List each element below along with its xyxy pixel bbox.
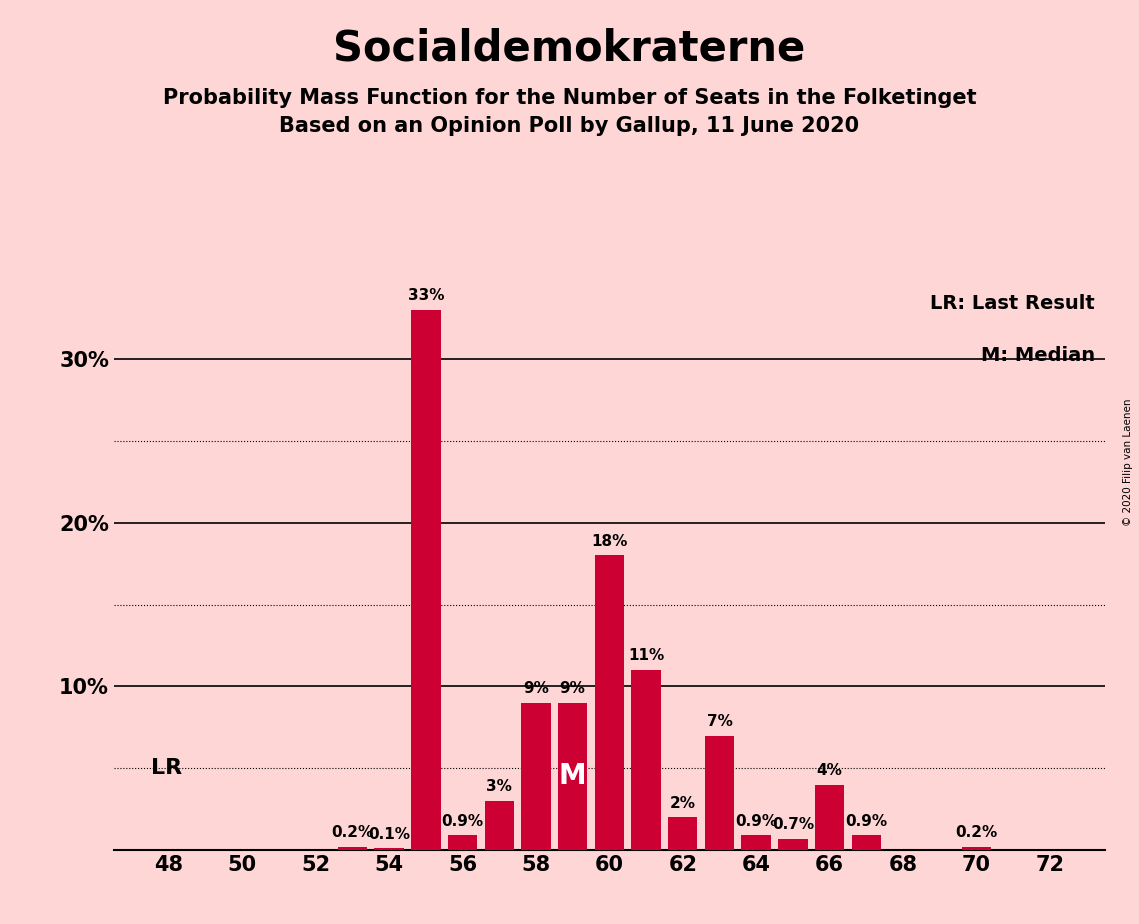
Bar [484,801,514,850]
Text: Socialdemokraterne: Socialdemokraterne [334,28,805,69]
Text: 9%: 9% [523,681,549,696]
Bar [669,818,697,850]
Text: 7%: 7% [706,714,732,729]
Text: 0.9%: 0.9% [735,814,777,829]
Text: 18%: 18% [591,534,628,549]
Bar [852,835,880,850]
Text: 3%: 3% [486,780,513,795]
Text: 33%: 33% [408,288,444,303]
Bar [595,555,624,850]
Bar [448,835,477,850]
Text: 0.2%: 0.2% [956,825,998,840]
Bar [778,839,808,850]
Text: 2%: 2% [670,796,696,810]
Bar [741,835,771,850]
Bar [705,736,735,850]
Text: 0.1%: 0.1% [368,827,410,842]
Text: 0.2%: 0.2% [331,825,374,840]
Bar [338,846,367,850]
Text: 9%: 9% [559,681,585,696]
Text: 4%: 4% [817,763,843,778]
Text: 0.9%: 0.9% [845,814,887,829]
Bar [375,848,404,850]
Bar [814,784,844,850]
Text: 0.7%: 0.7% [772,817,814,833]
Text: 0.9%: 0.9% [442,814,484,829]
Text: M: Median: M: Median [981,346,1095,365]
Text: M: M [559,762,587,790]
Text: © 2020 Filip van Laenen: © 2020 Filip van Laenen [1123,398,1133,526]
Bar [411,310,441,850]
Bar [631,670,661,850]
Bar [558,703,588,850]
Bar [522,703,550,850]
Text: LR: LR [150,759,182,778]
Text: Probability Mass Function for the Number of Seats in the Folketinget: Probability Mass Function for the Number… [163,88,976,108]
Bar [961,846,991,850]
Text: Based on an Opinion Poll by Gallup, 11 June 2020: Based on an Opinion Poll by Gallup, 11 J… [279,116,860,136]
Text: LR: Last Result: LR: Last Result [931,295,1095,313]
Text: 11%: 11% [628,649,664,663]
